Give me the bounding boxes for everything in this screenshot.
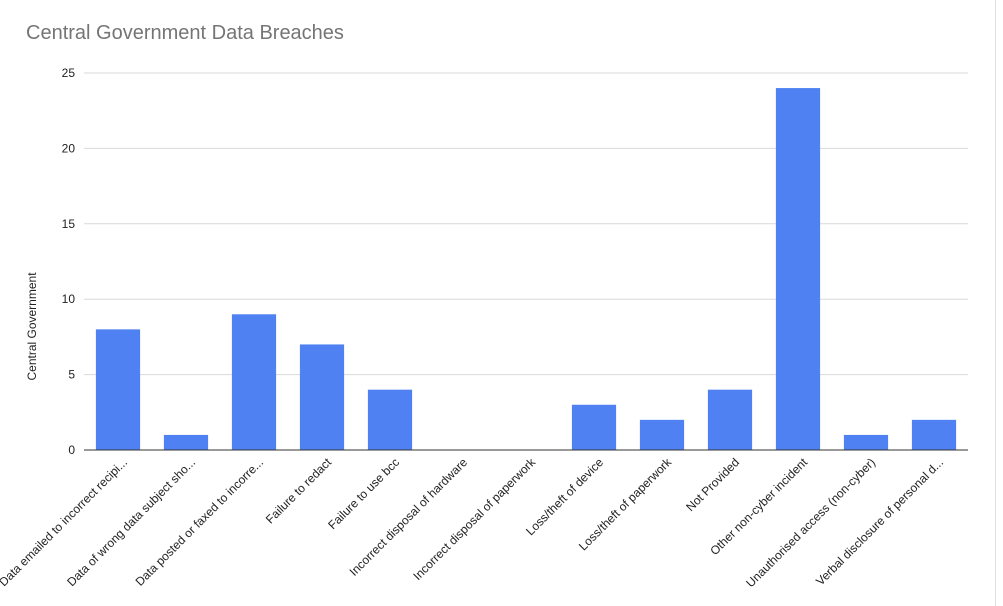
- x-tick-label: Incorrect disposal of paperwork: [410, 455, 539, 584]
- bar: [367, 389, 413, 450]
- x-tick-label: Failure to redact: [263, 455, 335, 527]
- x-tick-label: Data of wrong data subject sho...: [64, 455, 198, 589]
- bar: [571, 404, 617, 450]
- bar: [639, 419, 685, 450]
- y-axis-label: Central Government: [25, 272, 39, 381]
- right-edge-divider: [995, 0, 996, 606]
- x-tick-label: Data posted or faxed to incorre...: [133, 455, 266, 588]
- y-tick-label: 20: [62, 141, 76, 155]
- y-tick-label: 5: [68, 368, 75, 382]
- chart-title: Central Government Data Breaches: [26, 22, 344, 44]
- y-axis-label-group: Central Government: [25, 272, 39, 381]
- x-tick-label: Incorrect disposal of hardware: [347, 455, 471, 579]
- bars: [95, 88, 957, 450]
- x-tick-labels: Data emailed to incorrect recipi...Data …: [0, 455, 946, 591]
- y-tick-label: 15: [62, 217, 76, 231]
- bar: [231, 314, 277, 450]
- y-tick-label: 0: [68, 443, 75, 457]
- bar: [911, 419, 957, 450]
- bar: [163, 434, 209, 450]
- y-tick-label: 10: [62, 292, 76, 306]
- bar: [299, 344, 345, 450]
- bar: [95, 329, 141, 450]
- bar: [775, 88, 821, 450]
- x-tick-label: Unauthorised access (non-cyber): [743, 455, 878, 590]
- x-tick-label: Data emailed to incorrect recipi...: [0, 455, 130, 589]
- x-tick-label: Verbal disclosure of personal d...: [813, 455, 946, 588]
- bar: [707, 389, 753, 450]
- x-tick-label: Failure to use bcc: [325, 455, 402, 532]
- x-tick-label: Not Provided: [683, 455, 742, 514]
- grid-lines: [84, 72, 968, 376]
- bar: [843, 434, 889, 450]
- y-tick-label: 25: [62, 66, 76, 80]
- y-tick-labels: 0 5 10 15 20 25: [62, 66, 76, 457]
